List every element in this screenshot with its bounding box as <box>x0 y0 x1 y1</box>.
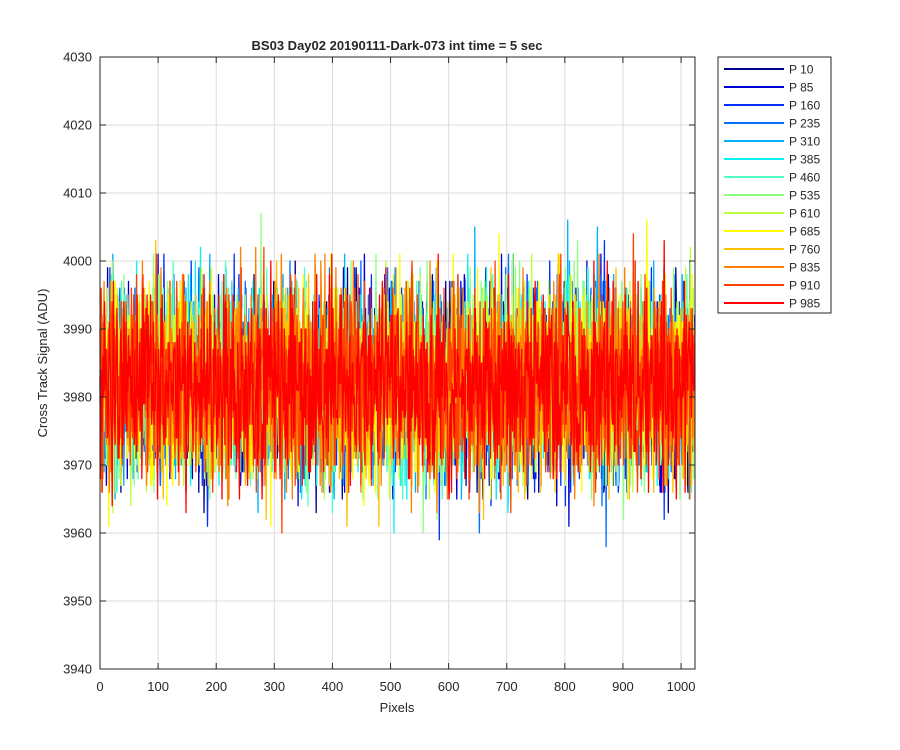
x-tick-label: 400 <box>322 679 344 694</box>
legend: P 10 P 85 P 160 P 235 P 310 P 385 P 460 P 535 P … <box>717 56 832 314</box>
x-tick-label: 900 <box>612 679 634 694</box>
y-tick-label: 3940 <box>63 662 92 677</box>
legend-label: P 760 <box>789 243 820 257</box>
legend-label: P 385 <box>789 153 820 167</box>
x-tick-labels: 0 100 200 300 400 500 600 700 800 900 1000 <box>96 679 695 694</box>
legend-label: P 535 <box>789 189 820 203</box>
x-tick-label: 300 <box>263 679 285 694</box>
legend-label: P 835 <box>789 261 820 275</box>
x-tick-label: 500 <box>380 679 402 694</box>
y-tick-label: 4000 <box>63 254 92 269</box>
legend-box <box>717 56 832 314</box>
y-tick-label: 3950 <box>63 594 92 609</box>
y-tick-label: 3990 <box>63 322 92 337</box>
legend-label: P 235 <box>789 117 820 131</box>
x-tick-label: 100 <box>147 679 169 694</box>
legend-items: P 10 P 85 P 160 P 235 P 310 P 385 P 460 P 535 P … <box>724 63 820 311</box>
y-tick-labels: 3940 3950 3960 3970 3980 3990 4000 4010 4020 4030 <box>63 50 92 677</box>
y-tick-label: 3980 <box>63 390 92 405</box>
axes-box <box>99 56 696 670</box>
x-tick-label: 1000 <box>667 679 696 694</box>
y-tick-label: 4030 <box>63 50 92 65</box>
legend-label: P 10 <box>789 63 814 77</box>
legend-label: P 160 <box>789 99 820 113</box>
legend-label: P 910 <box>789 279 820 293</box>
x-tick-label: 700 <box>496 679 518 694</box>
y-axis-label: Cross Track Signal (ADU) <box>35 289 50 438</box>
legend-label: P 685 <box>789 225 820 239</box>
x-tick-label: 0 <box>96 679 103 694</box>
series-line-p-985 <box>99 239 696 514</box>
x-tick-label: 200 <box>205 679 227 694</box>
chart-title: BS03 Day02 20190111-Dark-073 int time = … <box>252 38 543 53</box>
y-tick-label: 3960 <box>63 526 92 541</box>
legend-label: P 85 <box>789 81 814 95</box>
y-tick-label: 4010 <box>63 186 92 201</box>
ticks <box>99 56 695 670</box>
x-axis-label: Pixels <box>380 700 415 715</box>
x-tick-label: 800 <box>554 679 576 694</box>
legend-label: P 610 <box>789 207 820 221</box>
y-tick-label: 3970 <box>63 458 92 473</box>
legend-label: P 985 <box>789 297 820 311</box>
series-group <box>99 212 696 548</box>
legend-label: P 460 <box>789 171 820 185</box>
y-tick-label: 4020 <box>63 118 92 133</box>
legend-label: P 310 <box>789 135 820 149</box>
x-tick-label: 600 <box>438 679 460 694</box>
